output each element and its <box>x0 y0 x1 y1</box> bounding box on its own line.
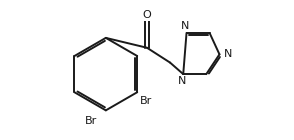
Text: O: O <box>143 10 151 20</box>
Text: N: N <box>178 76 187 86</box>
Text: Br: Br <box>140 96 152 106</box>
Text: N: N <box>224 49 232 59</box>
Text: Br: Br <box>84 116 97 126</box>
Text: N: N <box>181 21 189 31</box>
